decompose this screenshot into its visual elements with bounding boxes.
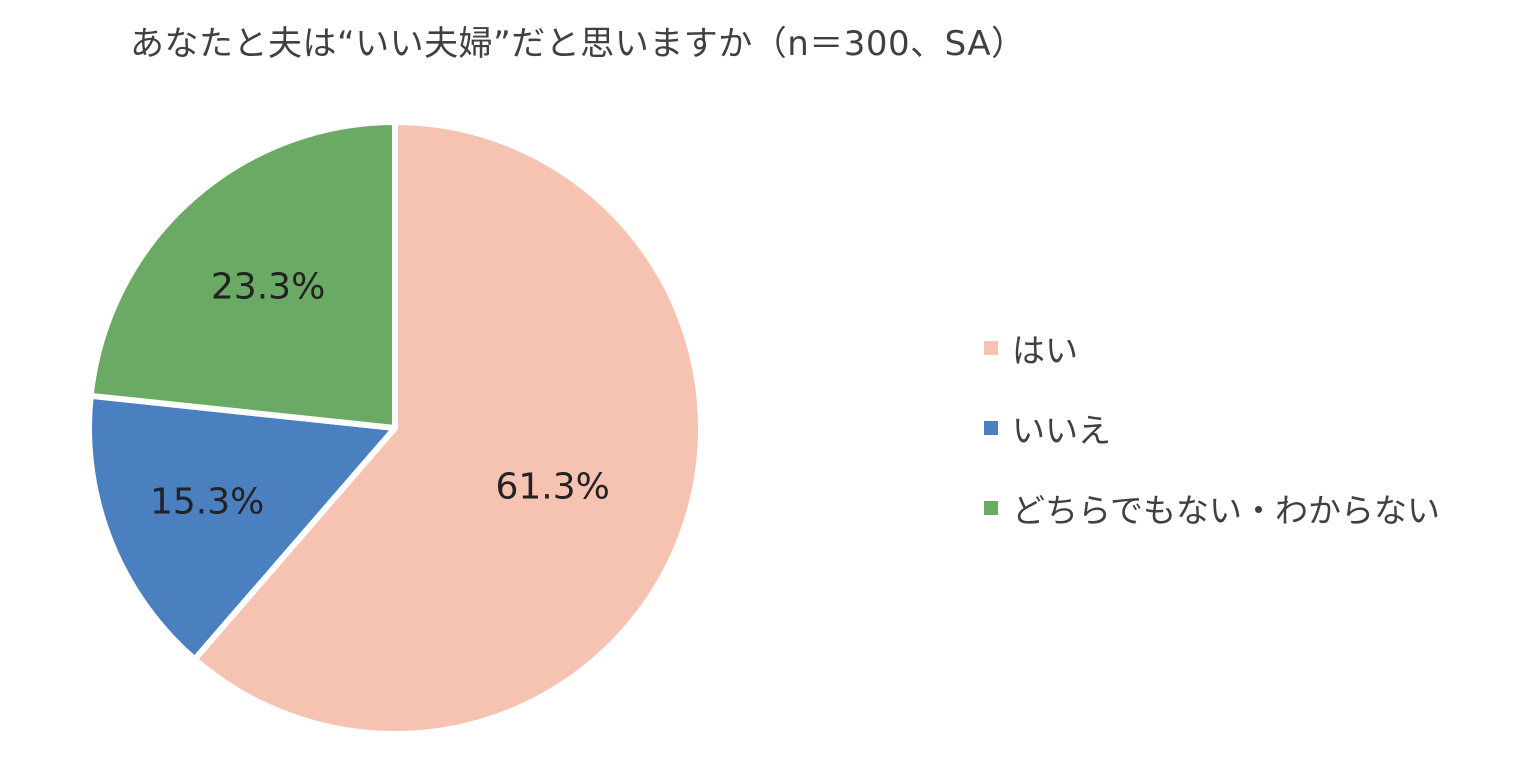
slice-label-neither: 23.3%	[211, 266, 325, 307]
slice-no	[86, 392, 398, 663]
chart-title: あなたと夫は“いい夫婦”だと思いますか（n＝300、SA）	[130, 24, 1026, 64]
legend-swatch-no	[984, 421, 998, 435]
slice-yes	[191, 119, 704, 737]
slice-neither	[87, 119, 398, 431]
legend-item-no: いいえ	[984, 408, 1440, 450]
legend-label-neither: どちらでもない・わからない	[1012, 491, 1441, 530]
legend-item-yes: はい	[984, 328, 1440, 370]
legend-swatch-yes	[984, 341, 998, 355]
legend-item-neither: どちらでもない・わからない	[984, 488, 1440, 530]
slice-label-no: 15.3%	[150, 482, 264, 523]
legend-label-yes: はい	[1012, 331, 1078, 370]
slice-label-yes: 61.3%	[496, 466, 610, 507]
legend: はい いいえ どちらでもない・わからない	[984, 328, 1440, 568]
legend-label-no: いいえ	[1012, 411, 1111, 450]
legend-swatch-neither	[984, 501, 998, 515]
